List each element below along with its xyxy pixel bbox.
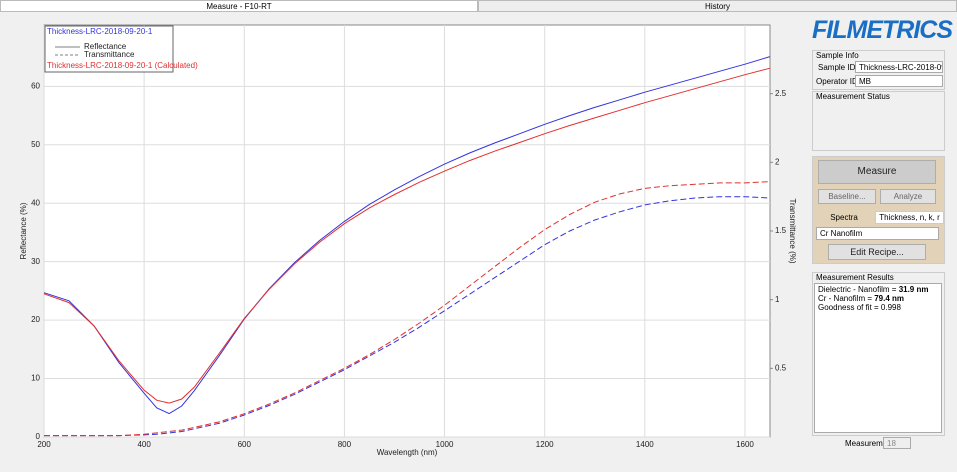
y-tick-label: 30 [31, 257, 40, 266]
group-title: Measurement Results [816, 273, 894, 282]
y-tick-label: 10 [31, 374, 40, 383]
x-tick-label: 1000 [436, 440, 454, 449]
y2-tick-label: 1 [775, 295, 780, 304]
group-title: Sample Info [816, 51, 859, 60]
logo: FILMETRICS [812, 16, 953, 44]
sample-info-group [812, 50, 945, 90]
x-tick-label: 1400 [636, 440, 654, 449]
y2-tick-label: 2 [775, 157, 780, 166]
x-tick-label: 600 [238, 440, 252, 449]
y-tick-label: 0 [36, 432, 41, 441]
label: Operator ID: [816, 77, 861, 86]
tab[interactable]: Thickness, n, k, r [875, 211, 944, 224]
data-line [44, 181, 771, 437]
results-box: Dielectric - Nanofilm = 31.9 nm Cr - Nano… [814, 283, 942, 433]
tab[interactable]: Measure - F10-RT [0, 0, 478, 12]
result-text: Dielectric - Nanofilm = [818, 285, 899, 294]
legend-entry: Transmittance [84, 50, 135, 59]
y-tick-label: 60 [31, 81, 40, 90]
recipe-dropdown[interactable]: Cr Nanofilm [816, 227, 939, 240]
legend-group: Thickness-LRC-2018-09-20-1 [47, 27, 153, 36]
result-text: Goodness of fit = 0.998 [818, 303, 901, 312]
data-line [44, 196, 771, 437]
result-line: Cr - Nanofilm = 79.4 nm [818, 294, 938, 303]
result-value: 79.4 nm [874, 294, 905, 303]
legend-box [44, 25, 174, 73]
result-line: Dielectric - Nanofilm = 31.9 nm [818, 285, 938, 294]
y2-tick-label: 2.5 [775, 89, 787, 98]
y-tick-label: 40 [31, 198, 40, 207]
result-line: Goodness of fit = 0.998 [818, 303, 938, 312]
x-tick-label: 200 [37, 440, 51, 449]
result-value: 31.9 nm [898, 285, 929, 294]
legend-entry: Reflectance [84, 42, 127, 51]
legend: Thickness-LRC-2018-09-20-1 Reflectance T… [44, 25, 198, 73]
measure-button[interactable]: Measure [818, 160, 936, 184]
chart: Reflectance (%) Transmittance (%) Wavele… [19, 24, 797, 457]
measurement-number: 18 [883, 437, 911, 449]
y-axis-label: Reflectance (%) [19, 202, 28, 259]
legend-calculated: Thickness-LRC-2018-09-20-1 (Calculated) [47, 61, 198, 70]
plot-area [43, 24, 771, 438]
label: Measurement # [845, 439, 901, 448]
y2-tick-label: 0.5 [775, 363, 787, 372]
analyze-button[interactable]: Analyze [880, 189, 936, 204]
x-tick-label: 800 [338, 440, 352, 449]
y-tick-label: 20 [31, 315, 40, 324]
x-axis-label: Wavelength (nm) [377, 448, 438, 457]
x-tick-label: 1200 [536, 440, 554, 449]
result-text: Cr - Nanofilm = [818, 294, 875, 303]
edit-recipe-button[interactable]: Edit Recipe... [828, 244, 926, 260]
label: Sample ID: [818, 63, 858, 72]
operator-input[interactable]: MB [855, 75, 943, 87]
x-tick-label: 1600 [736, 440, 754, 449]
results-group [812, 272, 945, 436]
tab[interactable]: Spectra [830, 213, 858, 222]
x-tick-label: 400 [137, 440, 151, 449]
y2-axis-label: Transmittance (%) [788, 198, 797, 263]
y-tick-label: 50 [31, 140, 40, 149]
y2-tick-label: 1.5 [775, 226, 787, 235]
baseline-button[interactable]: Baseline... [818, 189, 876, 204]
data-line [43, 56, 771, 415]
status-group [812, 91, 945, 151]
tab[interactable]: History [478, 0, 957, 12]
group-title: Measurement Status [816, 92, 890, 101]
sample-id-input[interactable]: Thickness-LRC-2018-09-20-1 [855, 61, 943, 73]
data-line [43, 67, 771, 404]
